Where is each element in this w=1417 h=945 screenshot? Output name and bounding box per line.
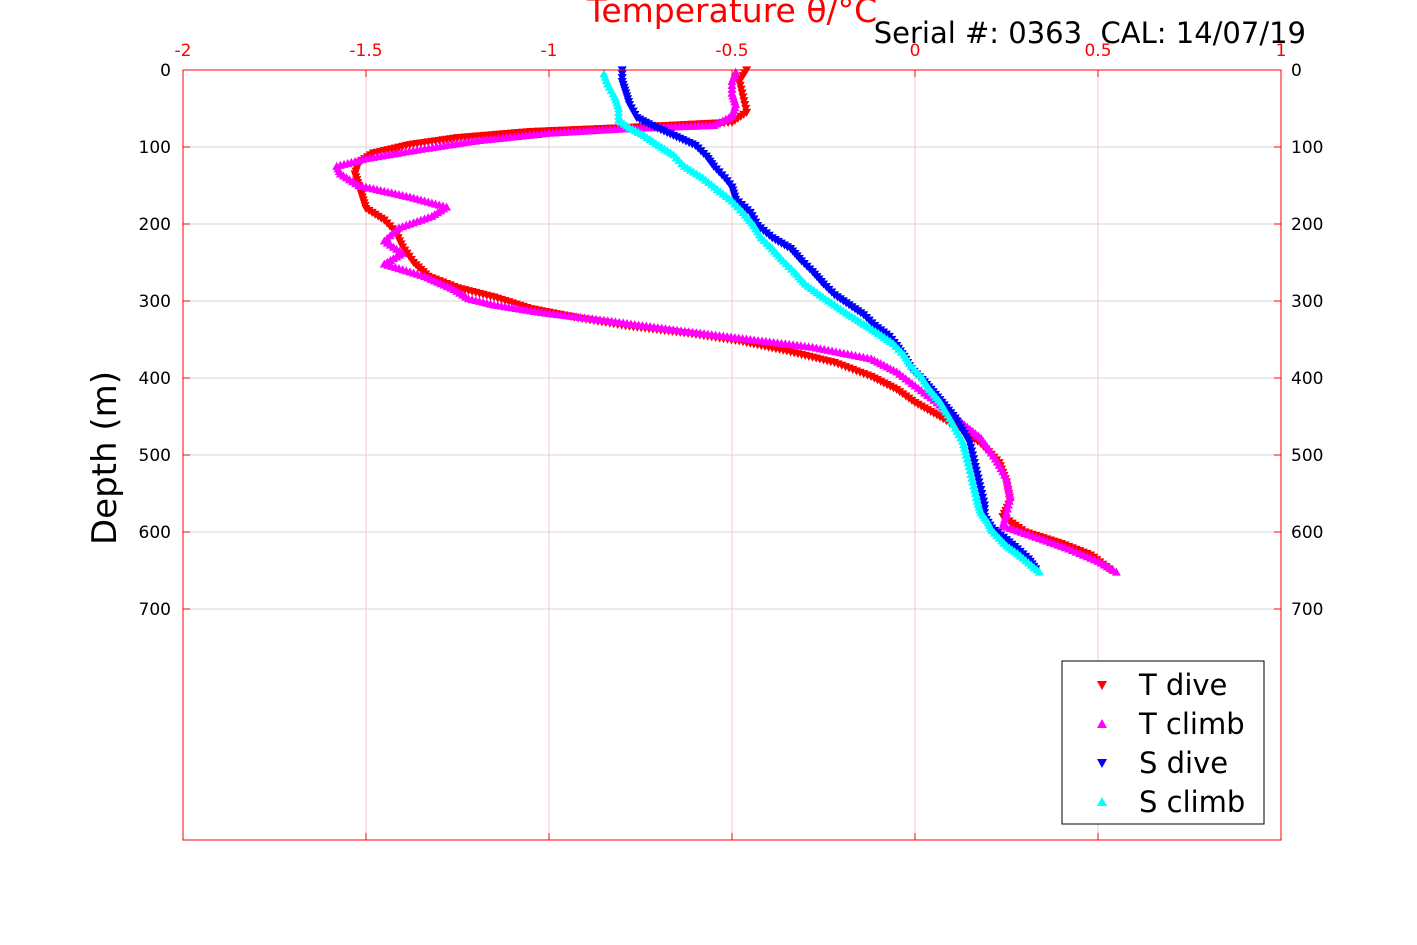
legend-item-t-climb: T climb	[1097, 707, 1245, 741]
y-tick-label-right: 500	[1291, 446, 1323, 466]
legend-item-s-climb: S climb	[1097, 785, 1245, 819]
x-tick-label: 0	[910, 41, 921, 61]
legend-label: S climb	[1139, 785, 1245, 819]
legend: T dive T climb S dive S climb	[1061, 660, 1265, 825]
y-tick-label-left: 400	[139, 369, 171, 389]
data-point	[599, 69, 609, 78]
legend-item-t-dive: T dive	[1097, 668, 1227, 702]
y-tick-label-right: 200	[1291, 215, 1323, 235]
y-tick-label-left: 600	[139, 523, 171, 543]
y-tick-label-left: 0	[160, 61, 171, 81]
y-tick-label-right: 600	[1291, 523, 1323, 543]
legend-marker	[1097, 797, 1107, 806]
y-tick-label-left: 200	[139, 215, 171, 235]
x-tick-label: -0.5	[715, 41, 748, 61]
y-axis-label: Depth (m)	[85, 371, 125, 545]
y-tick-label-right: 700	[1291, 600, 1323, 620]
legend-label: T climb	[1138, 707, 1245, 741]
chart-subtitle: Serial #: 0363 CAL: 14/07/19	[874, 16, 1306, 50]
legend-marker	[1097, 681, 1107, 690]
series-s-climb	[599, 69, 1044, 576]
x-tick-label: -2	[175, 41, 192, 61]
legend-marker	[1097, 759, 1107, 768]
x-tick-label: 1	[1276, 41, 1287, 61]
legend-box	[1061, 660, 1265, 825]
y-tick-label-right: 400	[1291, 369, 1323, 389]
data-points	[332, 66, 1121, 576]
legend-label: S dive	[1139, 746, 1228, 780]
y-tick-label-right: 300	[1291, 292, 1323, 312]
x-tick-label: -1.5	[349, 41, 382, 61]
chart-title: Temperature θ/°C	[586, 0, 877, 30]
y-tick-label-right: 100	[1291, 138, 1323, 158]
y-tick-label-left: 500	[139, 446, 171, 466]
y-tick-label-left: 700	[139, 600, 171, 620]
legend-marker	[1097, 719, 1107, 728]
x-tick-label: -1	[541, 41, 558, 61]
data-point	[731, 67, 741, 76]
legend-label: T dive	[1138, 668, 1227, 702]
legend-item-s-dive: S dive	[1097, 746, 1228, 780]
x-tick-label: 0.5	[1084, 41, 1111, 61]
y-tick-label-left: 300	[139, 292, 171, 312]
y-tick-label-right: 0	[1291, 61, 1302, 81]
y-tick-label-left: 100	[139, 138, 171, 158]
